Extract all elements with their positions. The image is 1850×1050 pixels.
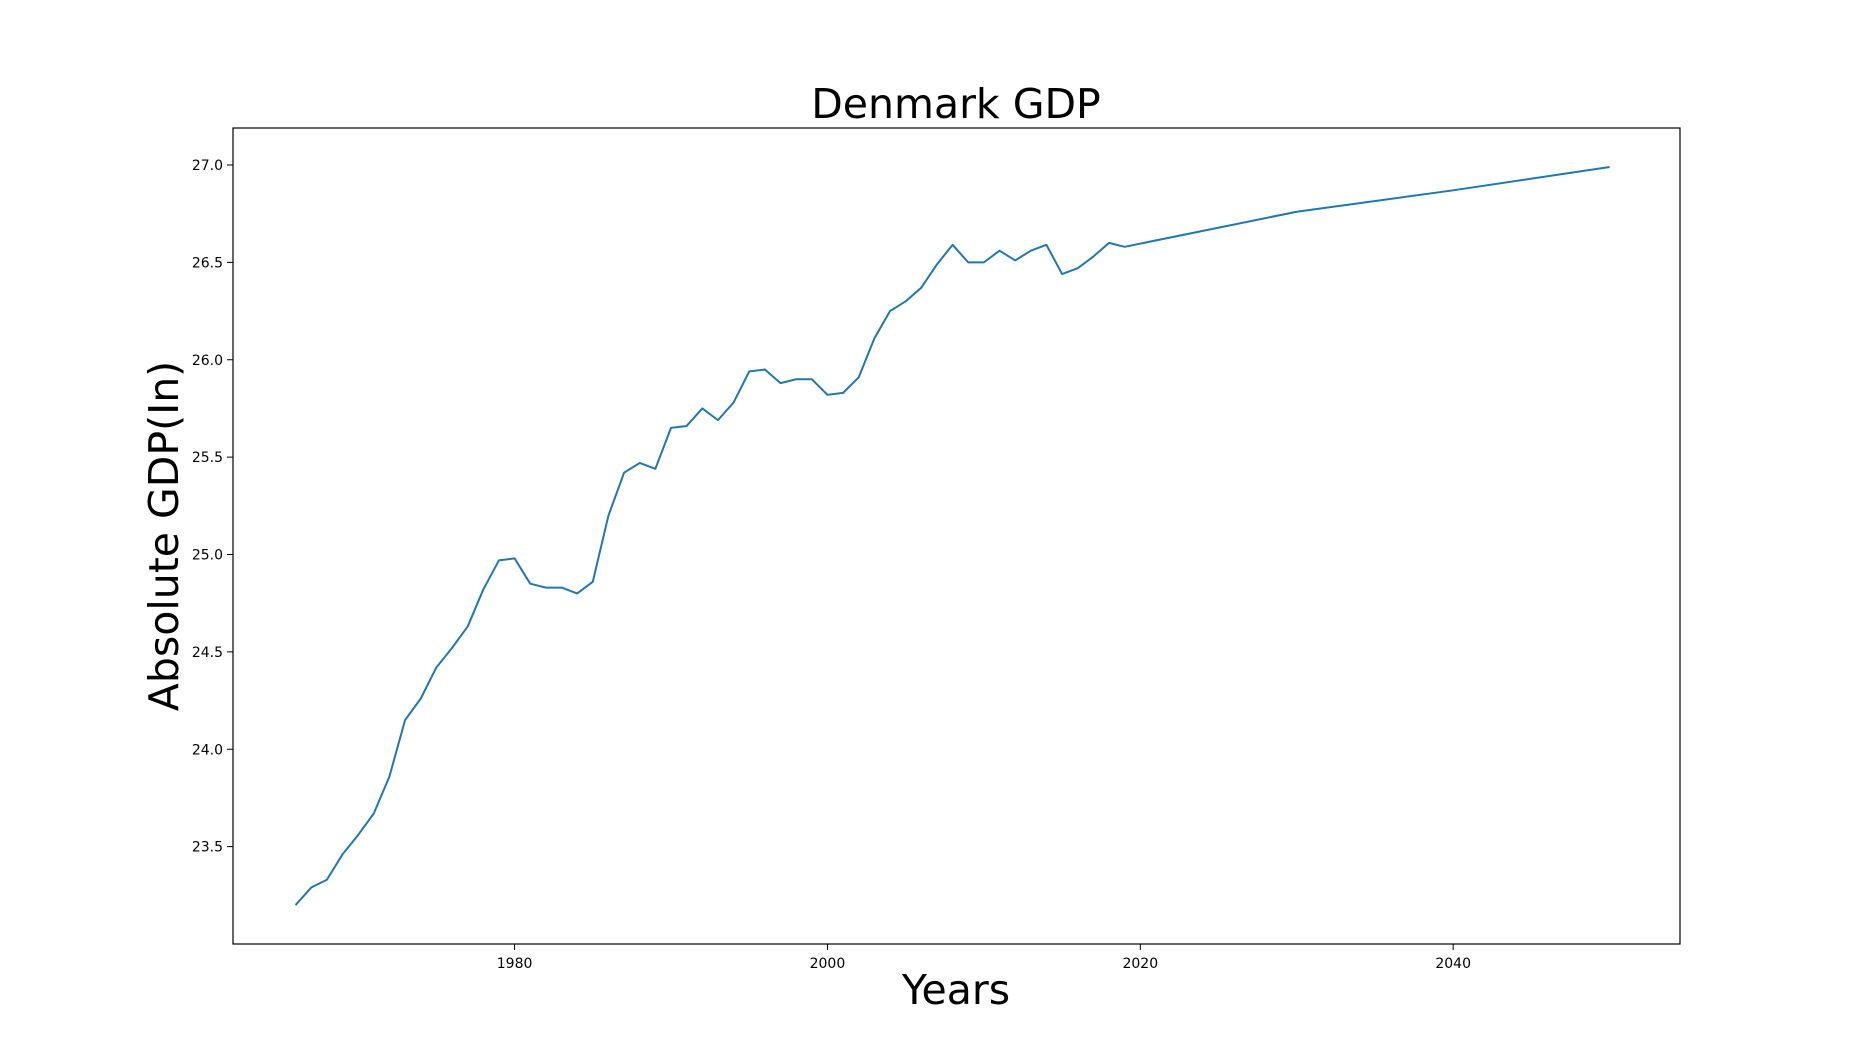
y-tick-label: 26.5 xyxy=(192,255,223,271)
chart-title: Denmark GDP xyxy=(811,80,1101,128)
y-tick-label: 27.0 xyxy=(192,158,223,174)
y-axis-label: Absolute GDP(In) xyxy=(140,361,188,711)
plot-area xyxy=(232,127,1681,945)
x-tick-label: 1980 xyxy=(497,956,533,972)
series-layer xyxy=(294,165,1610,906)
y-axis: 23.5 24.0 24.5 25.0 25.5 26.0 26.5 27.0 xyxy=(192,158,233,856)
y-tick-label: 24.0 xyxy=(192,742,223,758)
y-tick-label: 23.5 xyxy=(192,840,223,856)
x-axis-label: Years xyxy=(901,966,1010,1014)
y-tick-label: 24.5 xyxy=(192,645,223,661)
x-tick-label: 2000 xyxy=(810,956,846,972)
y-tick-label: 25.0 xyxy=(192,548,223,564)
plot-frame xyxy=(232,127,1681,945)
x-axis: 1980 2000 2020 2040 xyxy=(497,944,1471,972)
y-tick-label: 26.0 xyxy=(192,353,223,369)
y-tick-label: 25.5 xyxy=(192,450,223,466)
series-line-0 xyxy=(294,165,1610,906)
x-tick-label: 2020 xyxy=(1122,956,1158,972)
x-tick-label: 2040 xyxy=(1435,956,1471,972)
